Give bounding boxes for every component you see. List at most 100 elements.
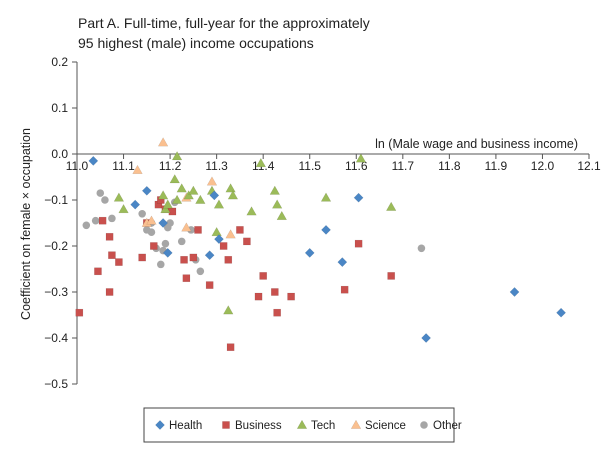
data-point-health — [130, 199, 141, 210]
data-point-business — [149, 242, 158, 250]
y-tick-label: 0.2 — [51, 55, 68, 69]
data-point-tech — [269, 185, 281, 195]
series-health — [88, 155, 567, 343]
legend-marker-tech — [296, 419, 308, 429]
data-point-tech — [171, 150, 183, 161]
data-point-business — [189, 253, 198, 262]
data-point-tech — [188, 185, 199, 195]
axes: 0.2 0.1 0.0 −0.1 −0.2 −0.3 −0.4 −0.5 11.0 11.1 11.… — [44, 55, 601, 391]
data-points — [75, 137, 567, 352]
data-point-tech — [320, 192, 332, 202]
series-business — [75, 196, 396, 352]
data-point-business — [194, 226, 202, 234]
y-tick-label: 0.0 — [51, 147, 68, 161]
data-point-tech — [176, 183, 187, 193]
data-point-tech — [255, 157, 267, 168]
y-tick-label: −0.2 — [44, 239, 68, 253]
data-point-health — [141, 185, 152, 196]
legend-item-other: Other — [420, 420, 462, 432]
data-point-other — [417, 244, 426, 253]
data-point-health — [214, 234, 224, 245]
y-tick-label: −0.3 — [44, 285, 68, 299]
data-point-health — [321, 224, 331, 235]
data-point-health — [509, 287, 520, 297]
data-point-tech — [223, 305, 234, 315]
x-tick-label: 11.6 — [345, 159, 368, 173]
x-tick-label: 11.1 — [112, 159, 135, 173]
chart-title-line-2: 95 highest (male) income occupations — [78, 35, 314, 51]
data-point-tech — [225, 183, 236, 193]
data-point-health — [421, 333, 432, 343]
data-point-other — [147, 228, 156, 236]
x-tick-label: 12.1 — [577, 159, 601, 173]
data-point-other — [177, 237, 186, 246]
data-point-business — [270, 288, 279, 296]
data-point-business — [108, 251, 116, 260]
legend-item-health: Health — [155, 420, 202, 432]
data-point-business — [105, 288, 114, 296]
x-tick-label: 11.0 — [66, 159, 89, 173]
data-point-business — [115, 258, 123, 266]
y-axis-label: Coefficient on female × occupation — [19, 128, 33, 320]
y-tick-label: −0.4 — [44, 331, 68, 345]
data-point-other — [108, 214, 116, 223]
x-tick-label: 11.3 — [205, 159, 228, 173]
series-tech — [113, 150, 397, 315]
data-point-health — [88, 155, 99, 166]
data-point-other — [101, 196, 109, 204]
data-point-business — [205, 281, 214, 289]
data-point-business — [224, 255, 233, 264]
legend-label: Business — [235, 420, 282, 432]
data-point-other — [138, 210, 146, 218]
data-point-tech — [213, 199, 225, 209]
data-point-other — [196, 267, 205, 276]
legend-item-science: Science — [350, 419, 406, 432]
data-point-tech — [195, 194, 206, 204]
x-axis-label: ln (Male wage and business income) — [375, 137, 578, 151]
x-tick-label: 11.7 — [392, 159, 415, 173]
legend-box — [143, 407, 455, 443]
data-point-science — [146, 215, 157, 225]
data-point-business — [98, 216, 107, 225]
data-point-business — [138, 253, 147, 262]
data-point-business — [168, 207, 177, 216]
data-point-science — [157, 137, 169, 147]
x-tick-label: 11.8 — [438, 159, 461, 173]
data-point-business — [259, 272, 268, 280]
data-point-health — [353, 192, 364, 203]
y-tick-label: 0.1 — [51, 101, 68, 115]
data-point-business — [219, 242, 228, 250]
legend: Health Business Tech Science Other — [143, 407, 462, 443]
data-point-health — [337, 257, 348, 268]
data-point-health — [304, 247, 315, 258]
data-point-other — [96, 189, 105, 197]
data-point-other — [91, 216, 100, 225]
legend-label: Science — [365, 420, 406, 432]
legend-item-business: Business — [222, 420, 282, 432]
data-point-business — [94, 267, 102, 276]
data-point-tech — [157, 190, 169, 200]
data-point-tech — [162, 199, 174, 209]
data-point-health — [158, 218, 169, 228]
legend-marker-science — [350, 419, 362, 429]
data-point-business — [75, 308, 84, 317]
legend-marker-other — [420, 421, 428, 429]
data-point-business — [182, 274, 191, 283]
y-tick-label: −0.1 — [44, 193, 68, 207]
data-point-business — [254, 292, 263, 301]
data-point-business — [387, 272, 396, 280]
data-point-business — [226, 343, 235, 352]
x-tick-label: 11.9 — [485, 159, 508, 173]
data-point-other — [161, 239, 170, 248]
data-point-other — [166, 219, 174, 227]
data-point-other — [157, 260, 165, 269]
x-tick-label: 12.0 — [531, 159, 555, 173]
data-point-health — [162, 247, 173, 258]
legend-label: Health — [169, 420, 202, 432]
data-point-business — [287, 292, 295, 301]
data-point-tech — [171, 194, 183, 204]
data-point-tech — [169, 173, 181, 184]
data-point-tech — [183, 190, 194, 200]
data-point-health — [556, 307, 567, 318]
